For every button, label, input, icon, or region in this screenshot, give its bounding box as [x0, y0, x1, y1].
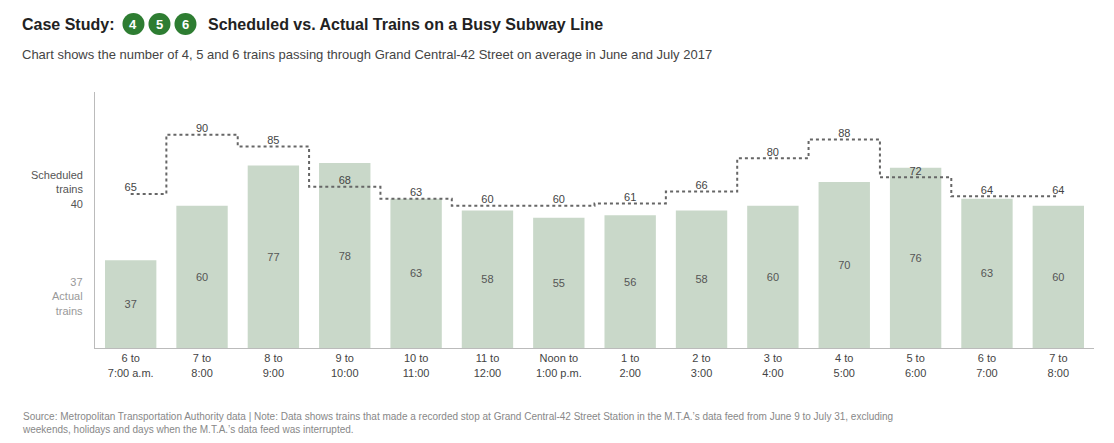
svg-text:63: 63: [410, 186, 422, 198]
svg-text:6 to7:00 a.m.: 6 to7:00 a.m.: [108, 352, 154, 378]
svg-text:11 to12:00: 11 to12:00: [474, 352, 502, 378]
svg-text:58: 58: [695, 273, 707, 285]
svg-text:63: 63: [410, 267, 422, 279]
svg-text:Chart shows the number of 4, 5: Chart shows the number of 4, 5 and 6 tra…: [22, 47, 712, 62]
svg-text:64: 64: [1052, 184, 1064, 196]
svg-text:8 to9:00: 8 to9:00: [263, 352, 284, 378]
svg-text:4 to5:00: 4 to5:00: [834, 352, 855, 378]
svg-text:63: 63: [981, 267, 993, 279]
svg-text:Scheduled vs. Actual Trains on: Scheduled vs. Actual Trains on a Busy Su…: [208, 16, 603, 33]
svg-text:60: 60: [1052, 271, 1064, 283]
svg-text:56: 56: [624, 276, 636, 288]
svg-text:60: 60: [553, 193, 565, 205]
svg-text:10 to11:00: 10 to11:00: [403, 352, 430, 378]
svg-text:70: 70: [838, 259, 850, 271]
svg-text:Scheduledtrains40: Scheduledtrains40: [31, 169, 83, 210]
svg-text:6 to7:00: 6 to7:00: [976, 352, 997, 378]
svg-text:3 to4:00: 3 to4:00: [762, 352, 783, 378]
svg-text:64: 64: [981, 184, 993, 196]
svg-text:65: 65: [125, 181, 137, 193]
svg-text:7 to8:00: 7 to8:00: [191, 352, 212, 378]
svg-text:37: 37: [125, 298, 137, 310]
svg-text:2 to3:00: 2 to3:00: [691, 352, 712, 378]
svg-text:68: 68: [339, 174, 351, 186]
svg-text:4: 4: [129, 17, 137, 32]
svg-text:1 to2:00: 1 to2:00: [619, 352, 640, 378]
svg-text:60: 60: [196, 271, 208, 283]
svg-text:77: 77: [267, 251, 279, 263]
svg-text:76: 76: [909, 252, 921, 264]
svg-text:58: 58: [481, 273, 493, 285]
svg-text:60: 60: [481, 193, 493, 205]
svg-text:Case Study:: Case Study:: [22, 16, 114, 33]
svg-text:37Actualtrains: 37Actualtrains: [52, 276, 83, 317]
svg-text:5 to6:00: 5 to6:00: [905, 352, 926, 378]
svg-text:55: 55: [553, 277, 565, 289]
svg-text:9 to10:00: 9 to10:00: [331, 352, 359, 378]
svg-text:78: 78: [339, 250, 351, 262]
svg-text:7 to8:00: 7 to8:00: [1048, 352, 1069, 378]
svg-text:66: 66: [695, 179, 707, 191]
svg-text:60: 60: [767, 271, 779, 283]
svg-text:72: 72: [909, 165, 921, 177]
svg-text:Noon to1:00 p.m.: Noon to1:00 p.m.: [536, 352, 582, 378]
svg-text:5: 5: [156, 17, 163, 32]
svg-text:90: 90: [196, 122, 208, 134]
svg-text:80: 80: [767, 146, 779, 158]
svg-text:85: 85: [267, 134, 279, 146]
svg-text:61: 61: [624, 191, 636, 203]
svg-text:6: 6: [182, 17, 189, 32]
svg-text:88: 88: [838, 127, 850, 139]
svg-text:Source: Metropolitan Transport: Source: Metropolitan Transportation Auth…: [22, 411, 893, 435]
